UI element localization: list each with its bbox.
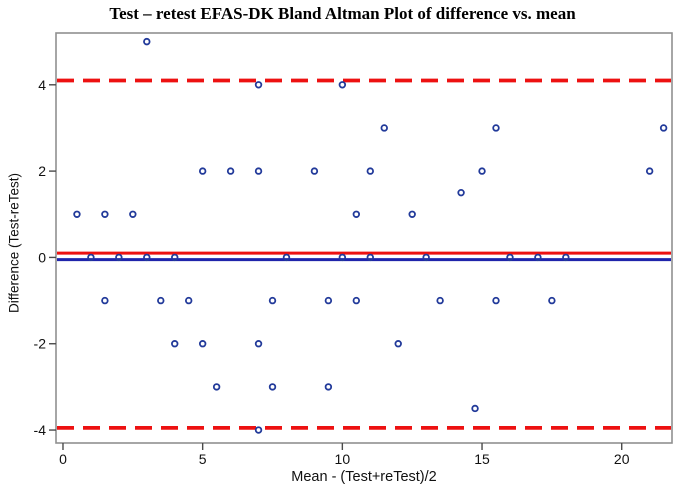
data-point	[198, 340, 207, 348]
data-point	[254, 340, 263, 348]
data-point	[645, 167, 654, 175]
data-point	[422, 253, 430, 262]
data-point	[129, 210, 137, 218]
data-point	[157, 296, 165, 305]
x-tick-label: 10	[335, 451, 351, 467]
data-point	[171, 253, 179, 262]
data-point	[87, 253, 95, 262]
data-point	[478, 167, 486, 175]
data-point	[506, 253, 514, 262]
data-point	[366, 253, 374, 262]
data-point	[366, 167, 374, 175]
data-point	[324, 383, 333, 391]
data-point	[352, 210, 361, 218]
data-point	[282, 253, 291, 262]
data-point	[73, 210, 81, 218]
data-point	[408, 210, 416, 218]
data-point	[254, 81, 263, 89]
y-tick-label: 2	[38, 163, 46, 179]
data-point	[338, 81, 347, 89]
data-point	[254, 167, 263, 175]
data-point	[115, 253, 123, 262]
data-point	[380, 124, 388, 132]
data-point	[268, 383, 277, 391]
data-point	[268, 296, 277, 305]
data-point	[352, 296, 361, 305]
x-tick-label: 0	[59, 451, 67, 467]
x-axis-title: Mean - (Test+reTest)/2	[291, 469, 437, 485]
data-point	[143, 37, 151, 46]
data-point	[659, 124, 668, 132]
data-point	[226, 167, 235, 175]
data-point	[534, 253, 542, 262]
y-tick-label: -4	[34, 422, 47, 438]
data-point	[310, 167, 319, 175]
data-point	[436, 296, 444, 305]
x-tick-label: 5	[199, 451, 207, 467]
data-point	[394, 340, 402, 348]
data-point	[471, 404, 479, 413]
data-point	[143, 253, 151, 262]
y-tick-label: -2	[34, 336, 47, 352]
data-point	[324, 296, 333, 305]
data-point	[254, 426, 263, 434]
data-point	[171, 340, 179, 348]
data-point	[212, 383, 221, 391]
data-point	[101, 296, 109, 305]
x-tick-label: 20	[614, 451, 630, 467]
plot-frame	[55, 32, 673, 444]
data-point	[548, 296, 556, 305]
data-point	[562, 253, 570, 262]
data-point	[457, 188, 465, 197]
data-point	[492, 124, 500, 132]
y-tick-label: 0	[38, 249, 46, 265]
data-point	[198, 167, 207, 175]
chart-title: Test – retest EFAS-DK Bland Altman Plot …	[109, 4, 576, 23]
data-point	[492, 296, 500, 305]
x-tick-label: 15	[474, 451, 490, 467]
data-point	[101, 210, 109, 218]
data-point	[338, 253, 347, 262]
y-tick-label: 4	[38, 77, 46, 93]
data-point	[184, 296, 193, 305]
